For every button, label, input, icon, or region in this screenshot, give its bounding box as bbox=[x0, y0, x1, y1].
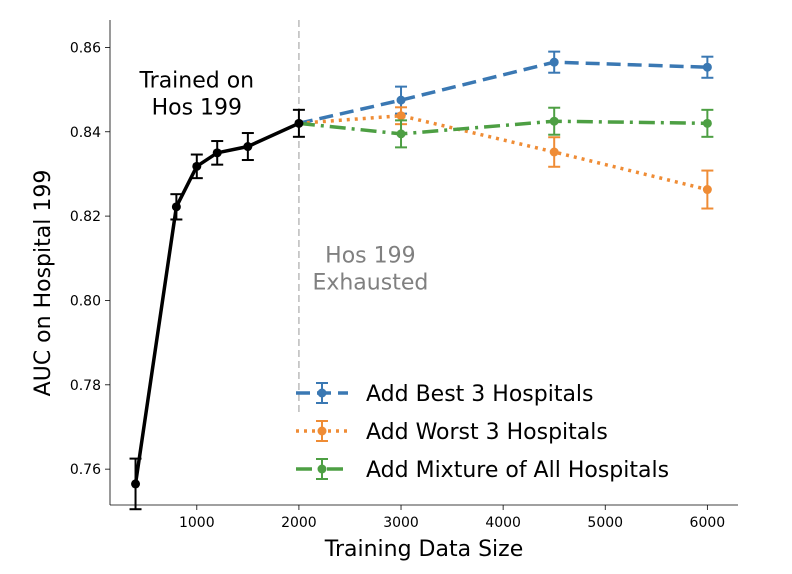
series-line bbox=[298, 60, 708, 126]
data-point bbox=[171, 202, 181, 212]
y-tick-label: 0.86 bbox=[70, 40, 101, 56]
data-point bbox=[294, 118, 304, 128]
annotation-line: Trained on bbox=[138, 68, 254, 93]
x-tick-label: 2000 bbox=[281, 515, 317, 531]
data-point bbox=[396, 111, 406, 121]
legend-marker bbox=[317, 426, 327, 436]
y-tick-label: 0.78 bbox=[70, 378, 101, 394]
data-point bbox=[702, 185, 712, 195]
data-point bbox=[702, 118, 712, 128]
annotation-line: Hos 199 bbox=[325, 244, 415, 269]
data-point bbox=[396, 95, 406, 105]
y-tick-label: 0.82 bbox=[70, 209, 101, 225]
x-axis-label: Training Data Size bbox=[324, 537, 523, 562]
data-point bbox=[131, 479, 141, 489]
y-tick-label: 0.80 bbox=[70, 293, 101, 309]
series-line bbox=[298, 119, 708, 136]
legend-marker bbox=[317, 464, 327, 474]
annotation-line: Exhausted bbox=[312, 271, 428, 296]
legend-label: Add Worst 3 Hospitals bbox=[366, 420, 608, 445]
annotation-line: Hos 199 bbox=[152, 95, 242, 120]
data-point bbox=[702, 62, 712, 72]
x-tick-label: 1000 bbox=[179, 515, 215, 531]
legend: Add Best 3 Hospitals Add Worst 3 Hospital… bbox=[296, 382, 669, 483]
data-point bbox=[549, 147, 559, 157]
chart-marks bbox=[129, 20, 714, 511]
y-tick-label: 0.76 bbox=[70, 462, 101, 478]
y-axis-label: AUC on Hospital 199 bbox=[31, 170, 56, 397]
annotation-2: Hos 199 Exhausted bbox=[312, 244, 428, 296]
legend-entry-3: Add Mixture of All Hospitals bbox=[296, 458, 669, 483]
x-tick-label: 3000 bbox=[383, 515, 419, 531]
x-tick-label: 4000 bbox=[485, 515, 521, 531]
legend-marker bbox=[317, 388, 327, 398]
data-point bbox=[396, 129, 406, 139]
legend-entry-1: Add Best 3 Hospitals bbox=[296, 382, 594, 407]
y-tick-label: 0.84 bbox=[70, 125, 101, 141]
series-line bbox=[133, 121, 300, 485]
series-3 bbox=[298, 106, 714, 149]
series-line bbox=[298, 113, 708, 192]
data-point bbox=[549, 116, 559, 126]
base-series bbox=[129, 108, 305, 511]
legend-label: Add Mixture of All Hospitals bbox=[366, 458, 669, 483]
series-1 bbox=[298, 50, 714, 126]
data-point bbox=[192, 161, 202, 171]
data-point bbox=[243, 142, 253, 152]
legend-entry-2: Add Worst 3 Hospitals bbox=[296, 420, 608, 445]
annotation-1: Trained on Hos 199 bbox=[138, 68, 254, 120]
data-point bbox=[212, 148, 222, 158]
axes: 1000 2000 3000 4000 5000 6000 0.76 0.78 0.80 0.82… bbox=[70, 20, 738, 531]
x-tick-label: 6000 bbox=[690, 515, 726, 531]
x-tick-label: 5000 bbox=[587, 515, 623, 531]
data-point bbox=[549, 57, 559, 67]
legend-label: Add Best 3 Hospitals bbox=[366, 382, 594, 407]
